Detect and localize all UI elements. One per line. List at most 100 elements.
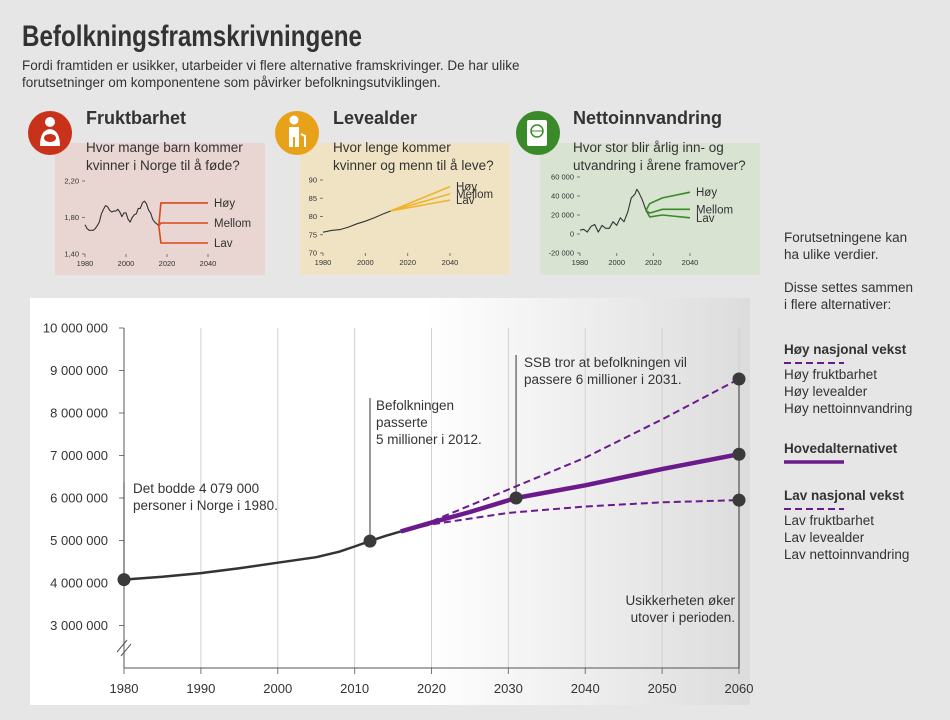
series-line: [645, 209, 691, 219]
y-tick-label: 3 000 000: [50, 618, 108, 633]
annotation-text: personer i Norge i 1980.: [133, 498, 278, 513]
chart-panel: [30, 298, 750, 705]
series-line: [84, 200, 160, 231]
x-tick-label: 2000: [263, 681, 292, 696]
card-title: Levealder: [333, 108, 417, 128]
legend-detail: Høy nettoinnvandring: [784, 401, 912, 416]
y-tick-label: 0: [570, 230, 574, 239]
y-tick-label: 10 000 000: [43, 321, 108, 336]
legend-title: Hovedalternativet: [784, 441, 898, 456]
annotation-text: passere 6 millioner i 2031.: [524, 372, 682, 387]
subtitle: forutsetninger om komponentene som påvir…: [22, 75, 441, 90]
x-tick-label: 2010: [340, 681, 369, 696]
series-line: [158, 222, 208, 227]
x-tick-label: 2040: [682, 258, 699, 267]
y-tick-label: 85: [309, 194, 317, 203]
series-line: [400, 499, 740, 533]
y-tick-label: 2,20: [64, 177, 79, 186]
series-label: Mellom: [214, 218, 251, 230]
y-tick-label: 60 000: [551, 173, 574, 182]
annotation-point: [363, 534, 377, 548]
series-line: [158, 202, 208, 226]
x-tick-label: 2050: [648, 681, 677, 696]
icon-life-expectancy: [275, 111, 319, 155]
series-line: [390, 193, 451, 212]
annotation-text: Usikkerheten øker: [625, 593, 735, 608]
card-question: kvinner i Norge til å føde?: [86, 158, 240, 173]
x-tick-label: 1980: [572, 258, 589, 267]
x-tick-label: 1980: [315, 258, 332, 267]
legend-detail: Lav nettoinnvandring: [784, 547, 909, 562]
y-tick-label: 8 000 000: [50, 406, 108, 421]
y-tick-label: 9 000 000: [50, 363, 108, 378]
x-tick-label: 2060: [725, 681, 754, 696]
y-tick-label: 70: [309, 249, 317, 258]
card-question: utvandring i årene framover?: [573, 158, 746, 173]
y-tick-label: 5 000 000: [50, 533, 108, 548]
y-tick-label: 80: [309, 212, 317, 221]
page-title: Befolkningsframskrivningene: [22, 20, 362, 53]
series-line: [390, 199, 451, 212]
card: [540, 143, 760, 275]
y-tick-label: 6 000 000: [50, 491, 108, 506]
x-tick-label: 1990: [186, 681, 215, 696]
y-tick-label: -20 000: [549, 249, 574, 258]
legend-detail: Lav levealder: [784, 530, 865, 545]
y-tick-label: 40 000: [551, 192, 574, 201]
annotation-point: [117, 573, 131, 587]
series-label: Mellom: [456, 189, 493, 201]
x-tick-label: 2000: [118, 259, 135, 268]
y-tick-label: 4 000 000: [50, 576, 108, 591]
annotation-text: utover i perioden.: [631, 610, 735, 625]
series-label: Høy: [214, 198, 235, 210]
sidebar-text: i flere alternativer:: [784, 297, 891, 312]
end-marker: [732, 372, 746, 386]
series-label: Lav: [214, 238, 233, 250]
icon-fertility: [28, 111, 72, 155]
legend-title: Høy nasjonal vekst: [784, 342, 907, 357]
series-label: Høy: [456, 182, 477, 194]
series-line: [390, 185, 451, 212]
y-tick-label: 1,40: [64, 250, 79, 259]
series-label: Lav: [696, 213, 715, 225]
series-line: [322, 207, 400, 233]
end-marker: [732, 493, 746, 507]
annotation-text: SSB tror at befolkningen vil: [524, 355, 687, 370]
card-question: Hvor lenge kommer: [333, 140, 451, 155]
card-question: Hvor stor blir årlig inn- og: [573, 140, 724, 155]
subtitle: Fordi framtiden er usikker, utarbeider v…: [22, 58, 519, 73]
annotation-text: passerte: [376, 415, 428, 430]
sidebar-text: Forutsetningene kan: [784, 230, 907, 245]
legend-detail: Lav fruktbarhet: [784, 513, 874, 528]
x-tick-label: 2000: [608, 258, 625, 267]
y-tick-label: 1,80: [64, 213, 79, 222]
y-tick-label: 7 000 000: [50, 448, 108, 463]
series-label: Mellom: [696, 204, 733, 216]
end-marker: [732, 447, 746, 461]
card-question: kvinner og menn til å leve?: [333, 158, 494, 173]
x-tick-label: 1980: [77, 259, 94, 268]
card-question: Hvor mange barn kommer: [86, 140, 243, 155]
y-tick-label: 75: [309, 230, 317, 239]
x-tick-label: 2040: [571, 681, 600, 696]
annotation-text: Det bodde 4 079 000: [133, 481, 259, 496]
series-line: [158, 225, 208, 244]
series-line: [579, 188, 647, 233]
legend-title: Lav nasjonal vekst: [784, 488, 905, 503]
x-tick-label: 2020: [399, 258, 416, 267]
series-label: Lav: [456, 195, 475, 207]
x-tick-label: 2000: [357, 258, 374, 267]
series-line: [645, 191, 691, 211]
x-tick-label: 2020: [645, 258, 662, 267]
card-title: Nettoinnvandring: [573, 108, 722, 128]
annotation-point: [509, 491, 523, 505]
x-tick-label: 2040: [442, 258, 459, 267]
series-line: [645, 208, 690, 214]
card-title: Fruktbarhet: [86, 108, 186, 128]
charts: Fruktbarhet Hvor mange barn kommer kvinner…: [43, 108, 913, 696]
legend-detail: Høy levealder: [784, 384, 868, 399]
x-tick-label: 1980: [110, 681, 139, 696]
sidebar-text: ha ulike verdier.: [784, 247, 879, 262]
